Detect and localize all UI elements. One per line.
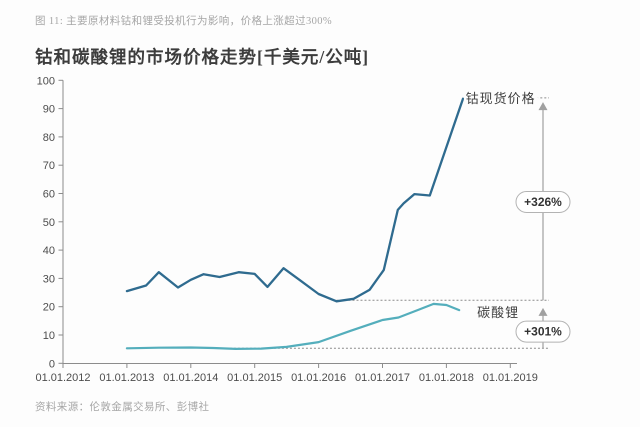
lithium-price-line: [125, 302, 461, 350]
growth-arrow-head-icon: [538, 102, 548, 111]
y-tick-label: 30: [43, 273, 55, 285]
y-tick-label: 50: [43, 217, 55, 229]
x-tick-label: 01.01.2018: [419, 372, 474, 384]
y-tick-label: 60: [43, 189, 55, 201]
y-tick-label: 90: [43, 104, 55, 116]
y-tick-label: 70: [43, 160, 55, 172]
y-tick-label: 40: [43, 245, 55, 257]
growth-badge: [515, 190, 571, 213]
source-note: 资料来源：伦敦金属交易所、彭博社: [35, 402, 210, 413]
figure-caption: 图 11: 主要原材料钴和锂受投机行为影响，价格上涨超过300%: [35, 16, 333, 27]
growth-arrow-head-icon: [538, 307, 548, 316]
x-tick-label: 01.01.2019: [483, 372, 538, 384]
y-tick-label: 80: [43, 132, 55, 144]
growth-badge-label: +326%: [524, 195, 562, 209]
y-tick-label: 100: [37, 75, 55, 87]
x-tick-label: 01.01.2013: [99, 372, 154, 384]
series-label: 碳酸锂: [477, 305, 519, 320]
x-tick-label: 01.01.2014: [163, 372, 218, 384]
x-tick-label: 01.01.2012: [35, 372, 90, 384]
y-tick-label: 0: [49, 358, 55, 370]
series-label: 钴现货价格: [466, 91, 536, 106]
x-tick-label: 01.01.2015: [227, 372, 282, 384]
growth-badge-label: +301%: [524, 325, 562, 339]
x-tick-label: 01.01.2017: [355, 372, 410, 384]
x-tick-label: 01.01.2016: [291, 372, 346, 384]
growth-badge: [515, 320, 571, 343]
y-tick-label: 20: [43, 302, 55, 314]
chart-title: 钴和碳酸锂的市场价格走势[千美元/公吨]: [35, 47, 370, 67]
y-tick-label: 10: [43, 330, 55, 342]
cobalt-price-line: [125, 97, 465, 303]
